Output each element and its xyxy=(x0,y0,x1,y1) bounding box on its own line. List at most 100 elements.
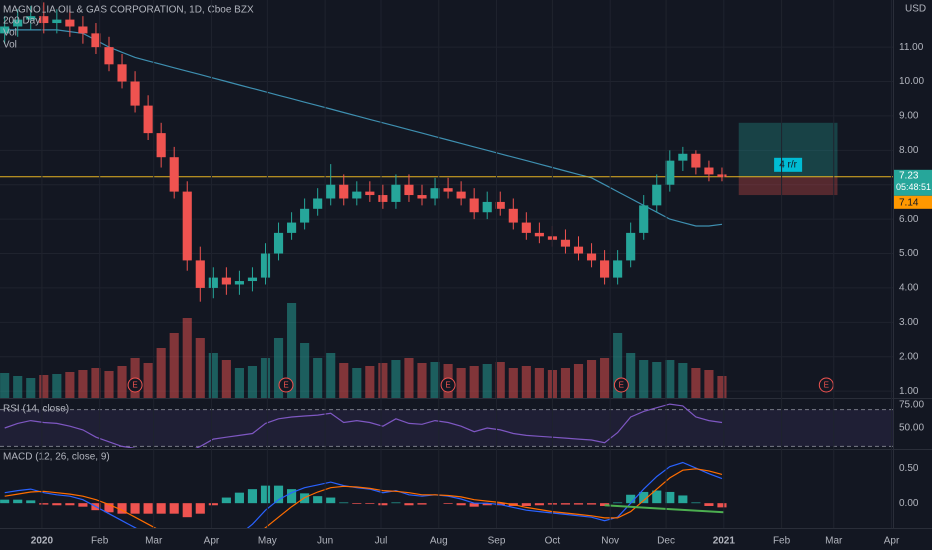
earnings-marker xyxy=(127,377,143,393)
candle-body xyxy=(65,19,75,27)
candle-body xyxy=(300,208,310,223)
macd-macd-line xyxy=(4,461,723,528)
macd-histogram-bar xyxy=(104,503,114,513)
volume-bar xyxy=(639,360,649,398)
macd-histogram-bar xyxy=(600,503,610,506)
candle-body xyxy=(404,184,414,196)
earnings-label: E xyxy=(283,381,288,390)
macd-histogram-bar xyxy=(365,503,375,504)
volume-bar xyxy=(417,363,427,398)
candle-body xyxy=(391,184,401,202)
macd-histogram-bar xyxy=(78,503,88,507)
macd-histogram-bar xyxy=(221,497,231,504)
candle-body xyxy=(678,153,688,161)
x-tick-label: Nov xyxy=(601,536,619,547)
macd-histogram-bar xyxy=(130,503,140,514)
macd-histogram-bar xyxy=(573,503,584,505)
volume-bar xyxy=(208,353,218,398)
candle-body xyxy=(430,188,440,199)
candle-body xyxy=(0,26,10,34)
candle-body xyxy=(39,16,49,24)
x-tick-label: Jul xyxy=(375,536,388,547)
candle-body xyxy=(573,246,584,254)
candle-body xyxy=(639,205,649,233)
volume-bar xyxy=(613,333,623,398)
volume-bar xyxy=(273,338,284,398)
candle-body xyxy=(13,19,23,27)
macd-histogram-bar xyxy=(691,502,701,504)
earnings-label: E xyxy=(132,381,137,390)
macd-histogram-bar xyxy=(260,485,271,504)
macd-histogram-bar xyxy=(443,503,453,504)
volume-bar xyxy=(65,372,75,398)
candle-body xyxy=(495,201,505,209)
candle-body xyxy=(600,260,610,278)
volume-bar xyxy=(678,363,688,398)
x-tick-label: Dec xyxy=(657,536,675,547)
legend-macd: MACD (12, 26, close, 9) xyxy=(3,452,110,463)
macd-histogram-bar xyxy=(586,503,597,505)
candle-body xyxy=(182,191,192,261)
candle-body xyxy=(156,133,166,158)
volume-bar xyxy=(143,363,153,398)
y-tick-label: 2.00 xyxy=(899,351,919,362)
volume-bar xyxy=(573,364,584,398)
macd-histogram-bar xyxy=(626,494,636,504)
volume-bar xyxy=(691,368,701,398)
candle-body xyxy=(104,47,114,65)
x-tick-label: Jun xyxy=(317,536,333,547)
macd-signal-line xyxy=(4,468,723,528)
macd-histogram-bar xyxy=(652,490,662,504)
candle-body xyxy=(221,277,231,285)
stop-zone xyxy=(738,176,838,196)
volume-bar xyxy=(378,363,388,398)
macd-histogram-bar xyxy=(704,503,714,506)
macd-histogram-bar xyxy=(482,503,492,506)
x-tick-label: Feb xyxy=(773,536,791,547)
macd-histogram-bar xyxy=(560,503,571,505)
volume-bar xyxy=(326,353,336,398)
volume-bar xyxy=(365,366,375,398)
macd-histogram-bar xyxy=(521,503,531,506)
macd-histogram-bar xyxy=(39,503,49,505)
rsi-band xyxy=(0,409,893,447)
earnings-marker xyxy=(613,377,629,393)
y-tick-label: 8.00 xyxy=(899,145,919,156)
rsi-tick-label: 75.00 xyxy=(899,400,924,411)
currency: USD xyxy=(905,4,926,15)
candle-body xyxy=(26,16,36,20)
y-tick-label: 4.00 xyxy=(899,283,919,294)
macd-histogram-bar xyxy=(273,485,284,504)
y-tick-label: 11.00 xyxy=(899,42,924,53)
volume-bar xyxy=(247,366,258,398)
y-tick-label: 5.00 xyxy=(899,248,919,259)
candle-body xyxy=(52,19,62,24)
candle-body xyxy=(143,105,153,134)
y-tick-label: 1.00 xyxy=(899,386,919,397)
chart-title: MAGNOLIA OIL & GAS CORPORATION, 1D, Cboe… xyxy=(3,5,254,16)
macd-histogram-bar xyxy=(404,503,414,506)
candle-body xyxy=(456,191,466,199)
volume-bar xyxy=(456,368,466,398)
stop-price-label: 7.14 xyxy=(899,197,919,208)
candle-body xyxy=(417,195,427,199)
x-tick-label: Mar xyxy=(825,536,843,547)
stop-price-tag xyxy=(894,195,932,209)
candle-body xyxy=(169,157,179,192)
macd-histogram-bar xyxy=(208,503,218,506)
x-tick-label: May xyxy=(258,536,277,547)
earnings-marker xyxy=(278,377,294,393)
candle-body xyxy=(508,208,518,223)
volume-bar xyxy=(717,376,727,398)
macd-histogram-bar xyxy=(143,503,153,514)
candle-body xyxy=(287,222,297,233)
x-tick-label: Mar xyxy=(145,536,163,547)
candle-body xyxy=(665,160,675,185)
candle-body xyxy=(652,184,662,206)
macd-histogram-bar xyxy=(117,503,127,514)
candle-body xyxy=(469,198,479,213)
volume-bar xyxy=(169,333,179,398)
candle-body xyxy=(613,260,623,278)
volume-bar xyxy=(182,318,192,398)
